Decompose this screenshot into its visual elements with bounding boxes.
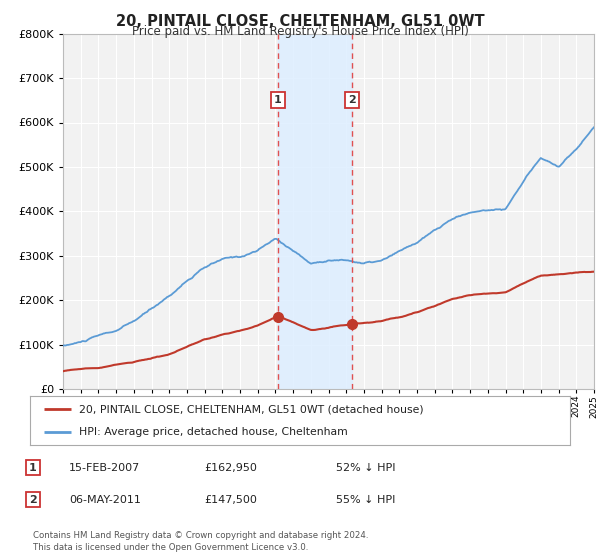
Text: 1: 1 [29,463,37,473]
Text: 2: 2 [29,494,37,505]
Text: 20, PINTAIL CLOSE, CHELTENHAM, GL51 0WT (detached house): 20, PINTAIL CLOSE, CHELTENHAM, GL51 0WT … [79,404,423,414]
Text: Contains HM Land Registry data © Crown copyright and database right 2024.
This d: Contains HM Land Registry data © Crown c… [33,531,368,552]
Text: 20, PINTAIL CLOSE, CHELTENHAM, GL51 0WT: 20, PINTAIL CLOSE, CHELTENHAM, GL51 0WT [116,14,484,29]
Text: HPI: Average price, detached house, Cheltenham: HPI: Average price, detached house, Chel… [79,427,347,437]
Text: 06-MAY-2011: 06-MAY-2011 [69,494,141,505]
Text: 1: 1 [274,95,281,105]
Text: 55% ↓ HPI: 55% ↓ HPI [336,494,395,505]
Text: 15-FEB-2007: 15-FEB-2007 [69,463,140,473]
Text: £147,500: £147,500 [204,494,257,505]
Bar [278,34,352,389]
Text: Price paid vs. HM Land Registry's House Price Index (HPI): Price paid vs. HM Land Registry's House … [131,25,469,38]
Text: 52% ↓ HPI: 52% ↓ HPI [336,463,395,473]
Text: £162,950: £162,950 [204,463,257,473]
Text: 2: 2 [349,95,356,105]
